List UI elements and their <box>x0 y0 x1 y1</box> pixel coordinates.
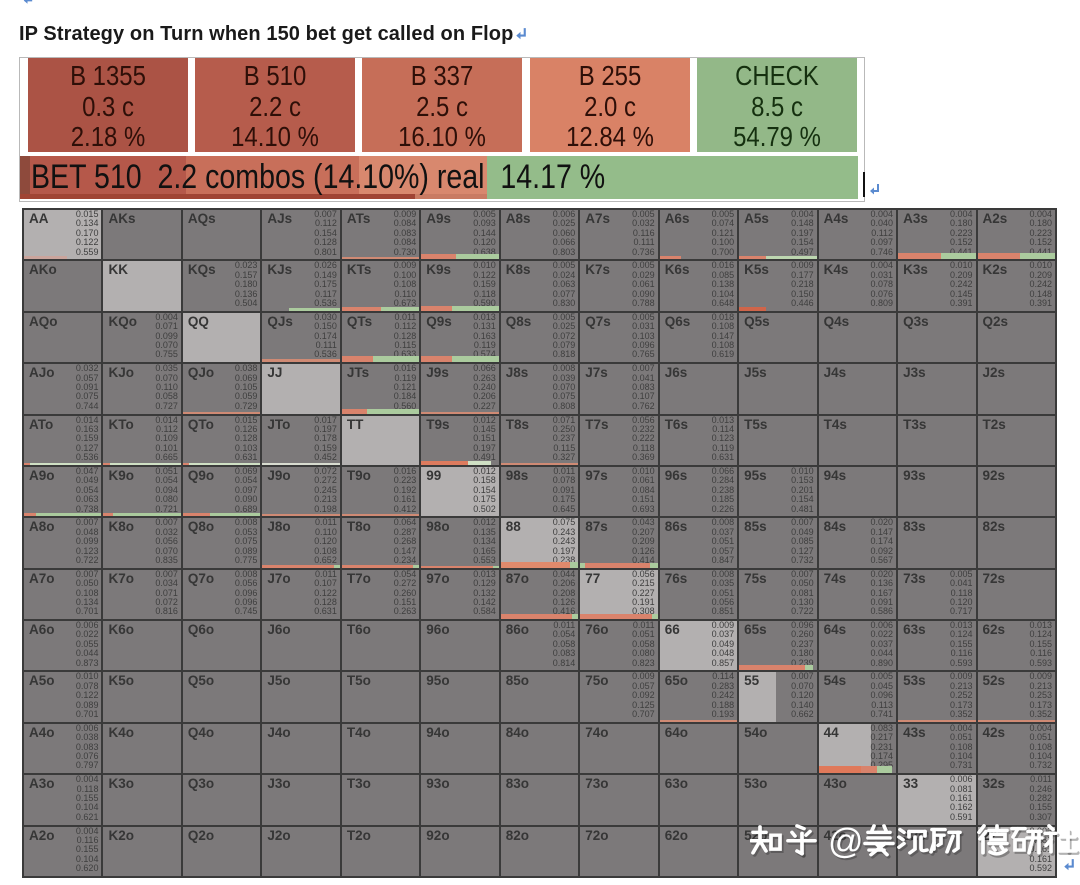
svg-text:@: @ <box>830 824 866 863</box>
svg-text:@: @ <box>828 822 864 861</box>
